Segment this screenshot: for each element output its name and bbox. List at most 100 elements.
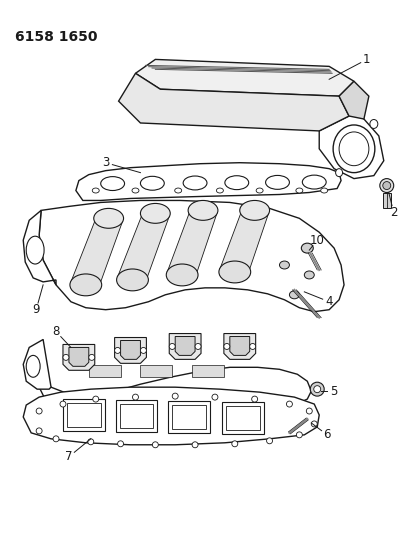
Polygon shape bbox=[63, 344, 94, 370]
Polygon shape bbox=[118, 74, 348, 131]
Text: 5: 5 bbox=[330, 385, 337, 398]
Ellipse shape bbox=[224, 176, 248, 190]
Polygon shape bbox=[39, 340, 310, 407]
Text: 1: 1 bbox=[362, 53, 370, 66]
Text: 3: 3 bbox=[102, 156, 109, 169]
Polygon shape bbox=[69, 348, 89, 366]
Polygon shape bbox=[115, 337, 146, 364]
Polygon shape bbox=[168, 401, 209, 433]
Ellipse shape bbox=[335, 168, 342, 176]
Polygon shape bbox=[225, 406, 259, 430]
Polygon shape bbox=[221, 402, 263, 434]
Text: 10: 10 bbox=[309, 233, 324, 247]
Ellipse shape bbox=[195, 343, 200, 350]
Ellipse shape bbox=[218, 261, 250, 283]
Polygon shape bbox=[115, 400, 157, 432]
Ellipse shape bbox=[183, 176, 207, 190]
Ellipse shape bbox=[306, 408, 312, 414]
Polygon shape bbox=[117, 216, 169, 277]
Text: 9: 9 bbox=[32, 303, 40, 316]
Bar bbox=[382, 192, 390, 208]
Text: 8: 8 bbox=[52, 325, 60, 338]
Polygon shape bbox=[120, 341, 140, 359]
Polygon shape bbox=[39, 200, 343, 312]
Polygon shape bbox=[76, 163, 340, 200]
Ellipse shape bbox=[36, 408, 42, 414]
Ellipse shape bbox=[295, 188, 302, 193]
Polygon shape bbox=[167, 213, 216, 272]
Polygon shape bbox=[229, 336, 249, 356]
Ellipse shape bbox=[296, 432, 301, 438]
Ellipse shape bbox=[174, 188, 181, 193]
Polygon shape bbox=[89, 365, 120, 377]
Ellipse shape bbox=[140, 348, 146, 353]
Ellipse shape bbox=[223, 343, 229, 350]
Ellipse shape bbox=[140, 176, 164, 190]
Polygon shape bbox=[192, 365, 223, 377]
Ellipse shape bbox=[333, 125, 374, 173]
Ellipse shape bbox=[63, 354, 69, 360]
Polygon shape bbox=[71, 221, 122, 282]
Ellipse shape bbox=[249, 343, 255, 350]
Ellipse shape bbox=[132, 394, 138, 400]
Ellipse shape bbox=[289, 291, 299, 299]
Polygon shape bbox=[23, 211, 56, 285]
Ellipse shape bbox=[301, 243, 312, 253]
Ellipse shape bbox=[231, 441, 237, 447]
Ellipse shape bbox=[60, 401, 66, 407]
Ellipse shape bbox=[239, 200, 269, 220]
Ellipse shape bbox=[117, 441, 123, 447]
Ellipse shape bbox=[70, 274, 101, 296]
Polygon shape bbox=[219, 213, 268, 269]
Ellipse shape bbox=[310, 382, 324, 396]
Ellipse shape bbox=[313, 386, 320, 393]
Ellipse shape bbox=[216, 188, 223, 193]
Ellipse shape bbox=[89, 354, 94, 360]
Ellipse shape bbox=[169, 343, 175, 350]
Ellipse shape bbox=[53, 436, 59, 442]
Ellipse shape bbox=[286, 401, 292, 407]
Polygon shape bbox=[140, 365, 172, 377]
Ellipse shape bbox=[166, 264, 198, 286]
Polygon shape bbox=[23, 340, 51, 389]
Ellipse shape bbox=[320, 188, 327, 193]
Ellipse shape bbox=[115, 348, 120, 353]
Text: 6: 6 bbox=[323, 429, 330, 441]
Ellipse shape bbox=[101, 176, 124, 190]
Ellipse shape bbox=[132, 188, 139, 193]
Text: 6158 1650: 6158 1650 bbox=[15, 30, 98, 44]
Ellipse shape bbox=[26, 236, 44, 264]
Text: 2: 2 bbox=[389, 206, 396, 219]
Ellipse shape bbox=[92, 396, 99, 402]
Ellipse shape bbox=[211, 394, 217, 400]
Polygon shape bbox=[63, 399, 104, 431]
Ellipse shape bbox=[94, 208, 123, 228]
Text: 7: 7 bbox=[65, 450, 72, 463]
Ellipse shape bbox=[279, 261, 289, 269]
Polygon shape bbox=[135, 59, 353, 96]
Polygon shape bbox=[67, 403, 101, 427]
Ellipse shape bbox=[172, 393, 178, 399]
Ellipse shape bbox=[88, 439, 94, 445]
Ellipse shape bbox=[310, 421, 317, 427]
Ellipse shape bbox=[140, 204, 170, 223]
Ellipse shape bbox=[301, 175, 326, 189]
Ellipse shape bbox=[92, 188, 99, 193]
Ellipse shape bbox=[36, 428, 42, 434]
Ellipse shape bbox=[382, 182, 390, 190]
Polygon shape bbox=[119, 404, 153, 428]
Polygon shape bbox=[223, 334, 255, 359]
Ellipse shape bbox=[116, 269, 148, 291]
Ellipse shape bbox=[26, 356, 40, 377]
Polygon shape bbox=[23, 387, 319, 445]
Ellipse shape bbox=[338, 132, 368, 166]
Polygon shape bbox=[169, 334, 200, 359]
Polygon shape bbox=[319, 96, 383, 179]
Ellipse shape bbox=[303, 271, 313, 279]
Ellipse shape bbox=[379, 179, 393, 192]
Ellipse shape bbox=[192, 442, 198, 448]
Polygon shape bbox=[175, 336, 195, 356]
Polygon shape bbox=[338, 81, 368, 119]
Ellipse shape bbox=[188, 200, 217, 220]
Polygon shape bbox=[172, 405, 205, 429]
